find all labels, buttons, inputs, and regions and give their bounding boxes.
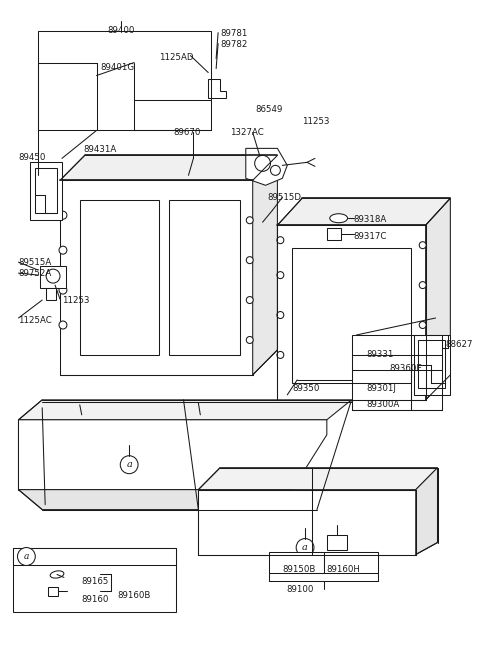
Polygon shape xyxy=(426,198,450,400)
Text: 89431A: 89431A xyxy=(84,145,117,155)
Polygon shape xyxy=(414,335,450,395)
Bar xyxy=(269,552,324,574)
Text: 89515D: 89515D xyxy=(267,193,301,202)
Circle shape xyxy=(277,272,284,278)
Text: 89331: 89331 xyxy=(366,350,394,359)
Bar xyxy=(324,552,378,574)
Polygon shape xyxy=(60,155,277,180)
Circle shape xyxy=(46,269,60,283)
Bar xyxy=(12,548,176,565)
Polygon shape xyxy=(46,288,56,300)
Circle shape xyxy=(120,456,138,474)
Text: 89150B: 89150B xyxy=(282,565,316,574)
Text: 89300A: 89300A xyxy=(366,400,399,409)
Polygon shape xyxy=(277,225,426,400)
Bar xyxy=(418,340,445,388)
Ellipse shape xyxy=(50,571,64,578)
Bar xyxy=(351,335,443,410)
Polygon shape xyxy=(327,534,347,550)
Text: 86549: 86549 xyxy=(256,105,283,115)
Text: 89752A: 89752A xyxy=(19,269,52,278)
Circle shape xyxy=(59,286,67,294)
Polygon shape xyxy=(198,490,416,555)
Text: 89515A: 89515A xyxy=(19,258,52,267)
Circle shape xyxy=(419,282,426,289)
Text: 89450: 89450 xyxy=(19,153,46,162)
Text: 11253: 11253 xyxy=(302,117,330,126)
Polygon shape xyxy=(252,155,277,375)
Text: 89301J: 89301J xyxy=(366,384,396,393)
Circle shape xyxy=(246,337,253,343)
Text: 89781: 89781 xyxy=(220,29,248,37)
Circle shape xyxy=(17,548,36,565)
Text: 89160H: 89160H xyxy=(327,565,360,574)
Text: 1125AC: 1125AC xyxy=(19,316,52,325)
Bar xyxy=(292,248,411,383)
Bar xyxy=(168,200,240,355)
Text: 89160: 89160 xyxy=(82,595,109,605)
Circle shape xyxy=(59,246,67,254)
Circle shape xyxy=(277,236,284,244)
Polygon shape xyxy=(48,588,58,597)
Circle shape xyxy=(246,217,253,224)
Circle shape xyxy=(419,322,426,329)
Text: 11253: 11253 xyxy=(62,296,89,305)
Bar xyxy=(12,548,176,612)
Text: a: a xyxy=(126,460,132,469)
Circle shape xyxy=(246,297,253,303)
Polygon shape xyxy=(19,400,351,420)
Circle shape xyxy=(419,242,426,249)
Text: 89100: 89100 xyxy=(287,586,314,595)
Polygon shape xyxy=(327,228,341,240)
Polygon shape xyxy=(246,149,288,185)
Text: 89360E: 89360E xyxy=(389,364,422,373)
Text: 1327AC: 1327AC xyxy=(230,128,264,138)
Circle shape xyxy=(277,352,284,358)
Circle shape xyxy=(296,538,314,557)
Text: 89350: 89350 xyxy=(292,384,320,393)
Ellipse shape xyxy=(330,214,348,223)
Polygon shape xyxy=(416,468,437,555)
Polygon shape xyxy=(40,266,66,288)
Polygon shape xyxy=(19,420,327,490)
Text: 88627: 88627 xyxy=(445,340,473,349)
Polygon shape xyxy=(208,79,226,98)
Text: 89317C: 89317C xyxy=(353,233,387,241)
Bar xyxy=(36,168,57,214)
Polygon shape xyxy=(30,162,62,220)
Text: 89318A: 89318A xyxy=(353,215,387,224)
Text: 89160B: 89160B xyxy=(117,591,151,601)
Circle shape xyxy=(271,165,280,176)
Text: a: a xyxy=(302,543,308,552)
Circle shape xyxy=(246,257,253,263)
Polygon shape xyxy=(277,198,450,225)
Text: 89165: 89165 xyxy=(82,578,109,586)
Circle shape xyxy=(255,155,271,172)
Bar xyxy=(38,31,211,130)
Text: 89400: 89400 xyxy=(108,26,135,35)
Polygon shape xyxy=(198,468,437,490)
Polygon shape xyxy=(60,180,252,375)
Text: 89670: 89670 xyxy=(174,128,201,138)
Circle shape xyxy=(59,212,67,219)
Polygon shape xyxy=(19,490,317,510)
Text: 89782: 89782 xyxy=(220,39,248,48)
Text: 1125AD: 1125AD xyxy=(159,52,193,62)
Text: 89401G: 89401G xyxy=(100,63,134,71)
Text: a: a xyxy=(24,552,29,561)
Bar xyxy=(80,200,159,355)
Circle shape xyxy=(277,312,284,318)
Circle shape xyxy=(59,321,67,329)
